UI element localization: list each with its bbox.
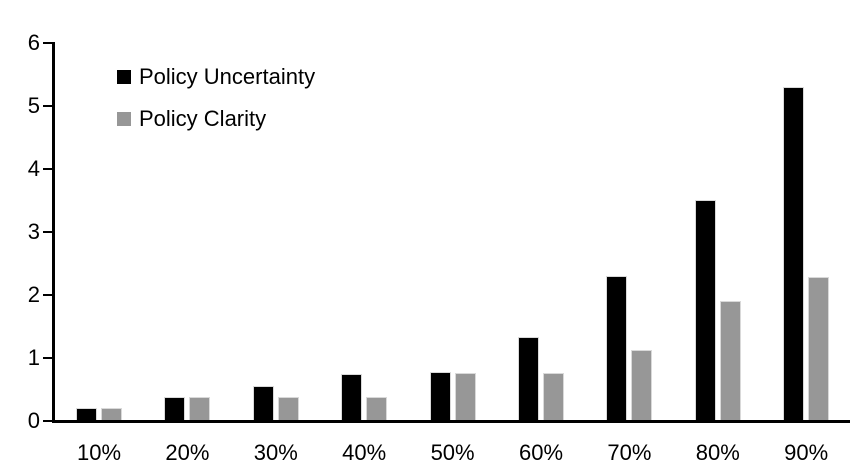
y-axis-label-3: 3 [27, 219, 40, 244]
legend: Policy Uncertainty Policy Clarity [117, 62, 315, 133]
x-axis-label-90%: 90% [784, 440, 829, 465]
legend-label-policy-uncertainty: Policy Uncertainty [139, 63, 316, 89]
bar-policy-uncertainty-90% [783, 87, 805, 421]
policy-uncertainty-swatch-icon [117, 69, 131, 84]
x-axis-label-10%: 10% [76, 440, 122, 465]
bar-policy-clarity-70% [631, 350, 653, 421]
y-axis-tick-6 [43, 42, 52, 44]
policy-clarity-swatch-icon [117, 111, 131, 126]
y-axis-tick-2 [43, 294, 52, 296]
y-axis-tick-1 [43, 357, 52, 359]
y-axis-label-4: 4 [27, 156, 40, 181]
bar-policy-uncertainty-30% [252, 386, 274, 421]
x-axis-label-20%: 20% [165, 440, 210, 465]
bar-policy-clarity-20% [189, 397, 211, 421]
bar-policy-uncertainty-60% [518, 337, 539, 421]
y-axis-tick-5 [43, 105, 52, 107]
bar-policy-clarity-80% [719, 301, 741, 421]
bar-policy-uncertainty-50% [429, 372, 451, 421]
y-axis-line [52, 42, 55, 423]
bar-policy-uncertainty-80% [694, 200, 716, 421]
y-axis-tick-4 [43, 168, 52, 170]
x-axis-label-40%: 40% [342, 440, 387, 465]
bar-policy-clarity-50% [454, 373, 476, 421]
bar-policy-uncertainty-70% [606, 276, 628, 421]
bar-policy-clarity-60% [543, 373, 564, 421]
y-axis-label-6: 6 [27, 30, 40, 55]
y-axis-label-2: 2 [27, 282, 40, 307]
y-axis-tick-3 [43, 231, 52, 233]
x-axis-line [52, 420, 850, 423]
x-axis-label-80%: 80% [695, 440, 740, 465]
bar-policy-clarity-90% [808, 277, 830, 421]
bar-policy-clarity-40% [366, 397, 388, 421]
legend-label-policy-clarity: Policy Clarity [139, 105, 267, 131]
y-axis-label-1: 1 [27, 345, 40, 370]
x-axis-label-50%: 50% [430, 440, 475, 465]
bar-policy-uncertainty-40% [341, 374, 363, 421]
bar-policy-uncertainty-20% [164, 397, 186, 421]
legend-item-policy-uncertainty: Policy Uncertainty [117, 62, 315, 91]
legend-item-policy-clarity: Policy Clarity [117, 104, 315, 133]
x-axis-label-60%: 60% [518, 440, 564, 465]
x-axis-label-70%: 70% [607, 440, 652, 465]
y-axis-label-0: 0 [27, 408, 40, 433]
bar-policy-clarity-30% [277, 397, 299, 421]
x-axis-label-30%: 30% [253, 440, 298, 465]
y-axis-label-5: 5 [27, 93, 40, 118]
y-axis-tick-0 [43, 420, 52, 422]
